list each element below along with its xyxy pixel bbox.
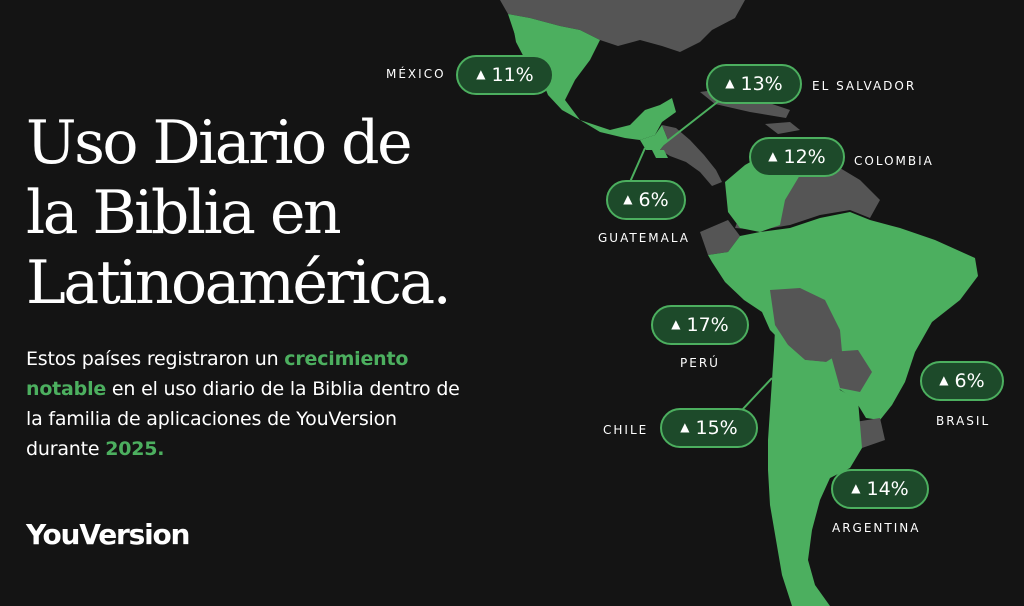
up-triangle-icon: ▲ [939, 373, 949, 387]
badge-value-chile: 15% [695, 417, 738, 439]
badge-value-mexico: 11% [491, 64, 534, 86]
el-salvador-connector [655, 99, 721, 151]
el-salvador-land [652, 150, 668, 158]
brazil-peru-land [708, 212, 978, 420]
central-america-other [660, 125, 722, 186]
argentina-chile-land [768, 330, 862, 606]
description: Estos países registraron un crecimiento … [26, 344, 466, 464]
bolivia-land [770, 288, 842, 362]
ecuador-land [700, 220, 740, 255]
badge-value-guatemala: 6% [638, 189, 669, 211]
description-text-1: Estos países registraron un [26, 348, 285, 370]
up-triangle-icon: ▲ [476, 67, 486, 81]
country-label-argentina: ARGENTINA [832, 521, 921, 535]
caribbean-land-2 [765, 122, 800, 134]
up-triangle-icon: ▲ [851, 481, 861, 495]
badge-argentina: ▲ 14% [831, 469, 929, 509]
badge-mexico: ▲ 11% [456, 55, 554, 95]
badge-value-argentina: 14% [866, 478, 909, 500]
country-label-mexico: MÉXICO [386, 67, 446, 81]
guatemala-connector [629, 147, 646, 183]
description-highlight-1: crecimiento notable [26, 348, 409, 400]
country-label-guatemala: GUATEMALA [598, 231, 691, 245]
description-highlight-2: 2025. [105, 438, 165, 460]
badge-chile: ▲ 15% [660, 408, 758, 448]
country-label-peru: PERÚ [680, 356, 720, 370]
mexico-land [508, 14, 676, 140]
north-america-land [500, 0, 745, 52]
badge-peru: ▲ 17% [651, 305, 749, 345]
up-triangle-icon: ▲ [680, 420, 690, 434]
paraguay-land [830, 350, 872, 392]
up-triangle-icon: ▲ [671, 317, 681, 331]
country-label-el-salvador: EL SALVADOR [812, 79, 917, 93]
youversion-logo: YouVersion [26, 518, 190, 551]
guatemala-land [640, 125, 668, 150]
uruguay-land [855, 418, 885, 448]
badge-guatemala: ▲ 6% [606, 180, 686, 220]
title-line-2: la Biblia en [26, 178, 342, 248]
badge-el-salvador: ▲ 13% [706, 64, 802, 104]
up-triangle-icon: ▲ [623, 192, 633, 206]
page-title: Uso Diario de la Biblia en Latinoamérica… [26, 108, 546, 318]
chile-connector [741, 377, 773, 411]
title-line-1: Uso Diario de [26, 108, 413, 178]
country-label-colombia: COLOMBIA [854, 154, 934, 168]
badge-value-peru: 17% [686, 314, 729, 336]
up-triangle-icon: ▲ [725, 76, 735, 90]
country-label-brasil: BRASIL [936, 414, 991, 428]
title-line-3: Latinoamérica. [26, 248, 452, 318]
up-triangle-icon: ▲ [768, 149, 778, 163]
badge-colombia: ▲ 12% [749, 137, 845, 177]
badge-value-brasil: 6% [954, 370, 985, 392]
badge-value-el-salvador: 13% [740, 73, 783, 95]
country-label-chile: CHILE [603, 423, 649, 437]
badge-value-colombia: 12% [783, 146, 826, 168]
badge-brasil: ▲ 6% [920, 361, 1004, 401]
description-text-2: en el uso diario de la Biblia dentro de … [26, 378, 460, 460]
